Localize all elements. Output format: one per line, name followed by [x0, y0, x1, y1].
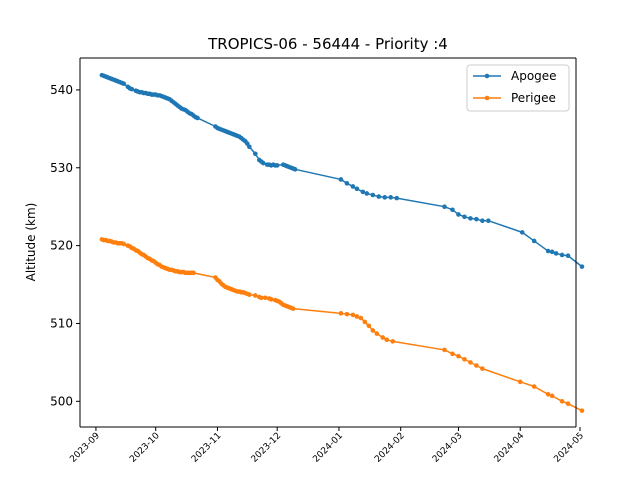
perigee-point [370, 328, 376, 333]
perigee-point [290, 306, 296, 311]
apogee-point [565, 253, 571, 259]
perigee-point [366, 323, 372, 329]
apogee-point [486, 218, 491, 223]
perigee-point [559, 399, 565, 404]
apogee-point [354, 186, 360, 192]
perigee-point [549, 393, 555, 399]
perigee-point [247, 292, 252, 297]
apogee-point [553, 251, 559, 256]
apogee-point [338, 177, 344, 182]
perigee-point [350, 312, 356, 318]
perigee-point [338, 311, 344, 316]
perigee-point [450, 351, 455, 357]
legend-perigee-label: Perigee [511, 91, 556, 105]
apogee-point [364, 191, 370, 196]
apogee-point [370, 192, 376, 198]
x-tick-label: 2023-11 [190, 431, 224, 465]
perigee-point [474, 363, 479, 368]
perigee-point [354, 314, 360, 319]
perigee-point [517, 379, 523, 385]
y-tick-label: 510 [50, 316, 73, 330]
chart-title: TROPICS-06 - 56444 - Priority :4 [207, 35, 448, 53]
y-tick-label: 500 [50, 394, 73, 408]
perigee-point [374, 331, 380, 336]
perigee-point [456, 353, 461, 359]
perigee-point [579, 408, 585, 413]
y-tick-label: 540 [50, 83, 73, 97]
series-apogee [99, 72, 585, 269]
apogee-point [442, 204, 447, 209]
apogee-point [195, 115, 200, 121]
perigee-point [531, 384, 537, 389]
x-tick-label: 2024-03 [431, 431, 465, 465]
perigee-point [262, 295, 268, 301]
apogee-point [549, 249, 555, 255]
legend-apogee-marker [484, 73, 490, 79]
perigee-point [565, 401, 571, 406]
x-tick-label: 2024-01 [311, 431, 345, 465]
apogee-point [559, 252, 565, 258]
perigee-point [462, 356, 467, 362]
x-tick-label: 2023-09 [68, 431, 102, 465]
x-tick-label: 2023-12 [250, 431, 284, 465]
perigee-point [545, 392, 551, 397]
perigee-point [268, 297, 274, 302]
apogee-point [252, 151, 258, 157]
legend-apogee-label: Apogee [511, 69, 557, 83]
apogee-point [468, 216, 473, 221]
apogee-point [579, 264, 585, 269]
apogee-point [456, 212, 461, 217]
perigee-point [480, 366, 485, 371]
apogee-point [480, 218, 485, 223]
perigee-point [468, 360, 473, 365]
apogee-point [394, 195, 400, 201]
perigee-point [380, 335, 386, 340]
y-tick-label: 520 [50, 239, 73, 253]
apogee-point [121, 81, 127, 86]
series-perigee [99, 237, 585, 413]
x-axis-ticks: 2023-09 2023-10 2023-11 2023-12 2024-01 2024-… [68, 427, 586, 465]
apogee-point [129, 86, 135, 92]
x-tick-label: 2024-04 [493, 431, 527, 465]
apogee-point [360, 189, 366, 195]
perigee-point [258, 295, 264, 301]
perigee-point [358, 315, 364, 321]
apogee-point [388, 195, 394, 200]
apogee-point [519, 230, 525, 235]
apogee-point [462, 214, 467, 220]
apogee-point [247, 144, 252, 150]
apogee-point [350, 184, 356, 189]
apogee-point [531, 238, 537, 244]
series-layer [99, 72, 585, 413]
apogee-point [292, 167, 298, 172]
apogee-point [376, 194, 382, 199]
perigee-point [362, 319, 368, 325]
apogee-point [274, 163, 280, 168]
apogee-point [545, 248, 551, 254]
perigee-point [384, 337, 390, 343]
legend: Apogee Perigee [466, 64, 570, 112]
perigee-point [191, 270, 196, 276]
axes-frame [79, 57, 577, 428]
y-axis-label: Altitude (km) [24, 203, 38, 282]
legend-perigee-marker [484, 95, 490, 101]
x-tick-label: 2023-10 [128, 431, 162, 465]
y-tick-label: 530 [50, 161, 73, 175]
perigee-point [121, 241, 127, 247]
x-tick-label: 2024-02 [373, 431, 407, 465]
apogee-point [450, 207, 455, 213]
perigee-point [252, 293, 258, 298]
apogee-point [474, 216, 479, 222]
perigee-point [442, 347, 447, 353]
y-axis-ticks: 500 510 520 530 540 [50, 83, 80, 408]
apogee-point [382, 195, 388, 200]
apogee-point [344, 181, 350, 186]
x-tick-label: 2024-05 [552, 431, 586, 465]
perigee-point [344, 311, 350, 317]
plot-area [80, 58, 576, 427]
perigee-point [390, 339, 396, 344]
apogee-point [260, 160, 266, 166]
